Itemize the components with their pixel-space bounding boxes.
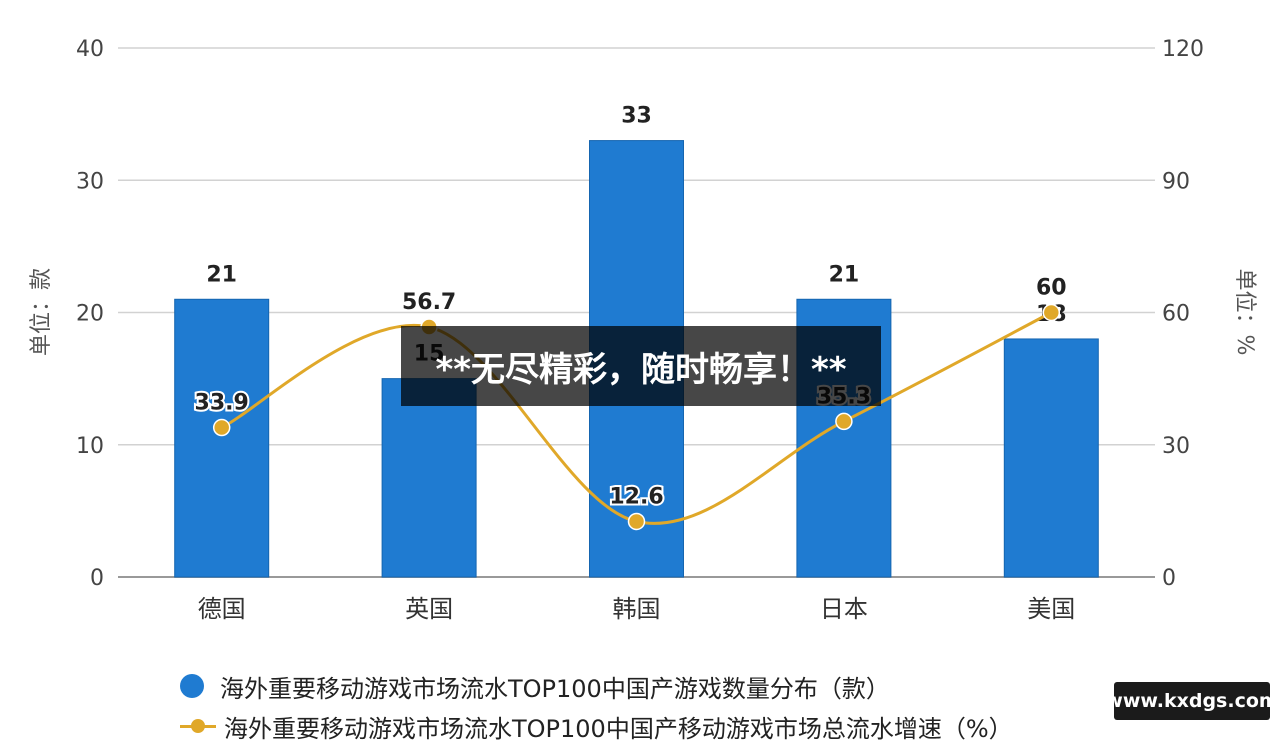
right-tick-label: 90 — [1162, 169, 1190, 194]
line-point — [1042, 303, 1061, 322]
left-tick-label: 10 — [76, 434, 104, 459]
legend-item-bars: 海外重要移动游戏市场流水TOP100中国产游戏数量分布（款） — [180, 666, 1013, 706]
category-label: 德国 — [198, 595, 246, 623]
left-axis-ticks: 0 10 20 30 40 — [76, 37, 104, 591]
legend-line-label: 海外重要移动游戏市场流水TOP100中国产移动游戏市场总流水增速（%） — [224, 714, 1013, 743]
bar — [174, 298, 270, 578]
right-tick-label: 120 — [1162, 37, 1204, 62]
legend-line-marker — [180, 714, 216, 738]
category-label: 韩国 — [613, 595, 661, 623]
line-value-label: 60 — [1036, 276, 1067, 301]
category-label: 美国 — [1027, 595, 1075, 623]
line-point — [627, 512, 646, 531]
left-axis-title: 单位：款 — [29, 268, 54, 356]
line-value-label: 56.7 — [402, 290, 456, 315]
bar — [1003, 338, 1099, 578]
category-label: 英国 — [405, 595, 453, 623]
legend: 海外重要移动游戏市场流水TOP100中国产游戏数量分布（款） 海外重要移动游戏市… — [180, 666, 1013, 746]
category-label: 日本 — [820, 595, 868, 623]
bar — [381, 378, 477, 578]
right-axis-title: 单位：% — [1232, 269, 1257, 356]
legend-item-line: 海外重要移动游戏市场流水TOP100中国产移动游戏市场总流水增速（%） — [180, 706, 1013, 746]
bar-value-label: 21 — [206, 262, 237, 287]
left-tick-label: 40 — [76, 37, 104, 62]
legend-bar-marker — [180, 674, 204, 698]
right-tick-label: 0 — [1162, 566, 1176, 591]
site-watermark: www.kxdgs.com — [1105, 682, 1279, 720]
line-point — [212, 418, 231, 437]
right-axis-ticks: 0 30 60 90 120 — [1162, 37, 1204, 591]
left-tick-label: 30 — [76, 169, 104, 194]
legend-bar-label: 海外重要移动游戏市场流水TOP100中国产游戏数量分布（款） — [220, 674, 890, 703]
line-value-label: 12.6 — [609, 484, 663, 509]
bar-value-label: 33 — [621, 104, 652, 129]
line-value-label: 33.9 — [195, 391, 249, 416]
category-labels: 德国 英国 韩国 日本 美国 — [198, 595, 1076, 623]
right-tick-label: 30 — [1162, 434, 1190, 459]
right-tick-label: 60 — [1162, 302, 1190, 327]
line-point — [835, 412, 853, 431]
left-tick-label: 20 — [76, 302, 104, 327]
left-tick-label: 0 — [90, 566, 104, 591]
overlay-banner: **无尽精彩，随时畅享！** — [401, 326, 881, 406]
bar-value-label: 21 — [829, 262, 860, 287]
